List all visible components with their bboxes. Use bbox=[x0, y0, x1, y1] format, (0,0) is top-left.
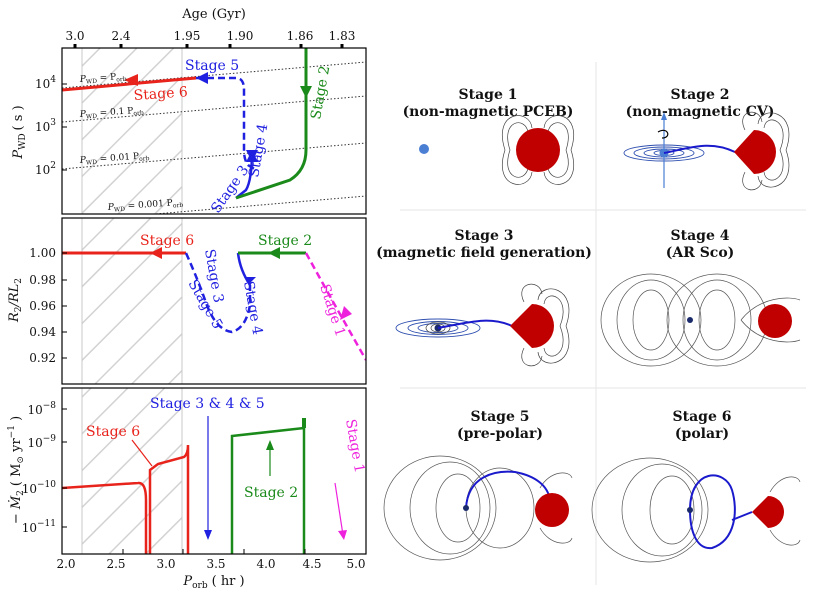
donor-star bbox=[516, 128, 560, 172]
x-tick-label: 3.5 bbox=[206, 557, 225, 571]
stage-label: Stage 6 bbox=[140, 233, 194, 249]
top-axis: Age (Gyr) 3.0 2.4 1.95 1.90 1.86 1.83 bbox=[65, 7, 355, 52]
y-tick-label: 103 bbox=[35, 118, 56, 134]
stage-subtitle: (non-magnetic PCEB) bbox=[403, 104, 574, 120]
stage-label: Stage 3 & 4 & 5 bbox=[150, 396, 265, 412]
y-tick-label: 0.98 bbox=[29, 273, 56, 287]
ref-line-label: PWD = 0.01 Porb bbox=[79, 151, 150, 167]
top-tick-label: 1.83 bbox=[329, 29, 356, 43]
white-dwarf bbox=[419, 144, 429, 154]
ref-line-label: PWD = Porb bbox=[79, 72, 128, 86]
stage-subtitle: (polar) bbox=[675, 426, 729, 442]
stage-label: Stage 5 bbox=[185, 58, 239, 74]
x-tick-label: 4.0 bbox=[256, 557, 275, 571]
stage-title: Stage 2 bbox=[671, 87, 730, 103]
donor-star bbox=[758, 304, 792, 338]
x-axis: 2.0 2.5 3.0 3.5 4.0 4.5 5.0 Porb( hr ) bbox=[56, 549, 366, 591]
stage-4-schematic: Stage 4 (AR Sco) bbox=[600, 228, 801, 367]
y-tick-label: 10−11 bbox=[22, 519, 56, 535]
y-tick-label: 1.00 bbox=[29, 246, 56, 260]
ref-line-label: PWD = 0.001 Porb bbox=[107, 198, 184, 214]
y-tick-label: 10−10 bbox=[22, 480, 57, 496]
stage-subtitle: (magnetic field generation) bbox=[376, 245, 592, 261]
top-tick-label: 1.90 bbox=[227, 29, 254, 43]
white-dwarf bbox=[463, 505, 469, 511]
stage-title: Stage 4 bbox=[671, 228, 730, 244]
top-tick-label: 1.86 bbox=[287, 29, 314, 43]
x-tick-label: 4.5 bbox=[302, 557, 321, 571]
y-tick-label: 10−9 bbox=[27, 434, 56, 450]
panel-mass-transfer: 10−8 10−9 10−10 10−11 − Ṁ2( M⊙ yr−1 ) St… bbox=[7, 387, 367, 555]
x-tick-label: 2.0 bbox=[56, 557, 75, 571]
stage-label: Stage 6 bbox=[133, 84, 188, 104]
stage-6-schematic: Stage 6 (polar) bbox=[591, 409, 801, 563]
stage-2-schematic: Stage 2 (non-magnetic CV) bbox=[623, 87, 790, 191]
top-tick-label: 3.0 bbox=[65, 29, 84, 43]
stage-label: Stage 2 bbox=[244, 485, 298, 501]
y-tick-label: 0.94 bbox=[29, 325, 56, 339]
stage-title: Stage 5 bbox=[471, 409, 530, 425]
top-tick-label: 1.95 bbox=[174, 29, 201, 43]
stage-1-schematic: Stage 1 (non-magnetic PCEB) bbox=[403, 87, 574, 185]
stage-schematics: Stage 1 (non-magnetic PCEB) Stage 2 (non… bbox=[376, 62, 806, 585]
stage-label: Stage 2 bbox=[258, 233, 312, 249]
donor-star bbox=[510, 304, 554, 348]
donor-star bbox=[734, 130, 776, 174]
x-tick-label: 5.0 bbox=[346, 557, 365, 571]
donor-star bbox=[752, 496, 784, 528]
stage-5-schematic: Stage 5 (pre-polar) bbox=[383, 409, 573, 561]
panel1-ylabel: PWD( s ) bbox=[11, 105, 28, 159]
panel3-ylabel: − Ṁ2( M⊙ yr−1 ) bbox=[7, 416, 26, 524]
stage-title: Stage 1 bbox=[459, 87, 518, 103]
y-tick-label: 102 bbox=[35, 161, 56, 177]
panel-wd-spin-period: 104 103 102 PWD( s ) PWD = Porb PWD = 0.… bbox=[11, 47, 367, 216]
y-tick-label: 104 bbox=[35, 75, 56, 91]
y-tick-label: 10−8 bbox=[27, 401, 56, 417]
y-tick-label: 0.96 bbox=[29, 299, 56, 313]
x-tick-label: 3.0 bbox=[156, 557, 175, 571]
stage-3-schematic: Stage 3 (magnetic field generation) bbox=[376, 228, 592, 367]
top-tick-label: 2.4 bbox=[111, 29, 130, 43]
x-axis-label: Porb( hr ) bbox=[182, 574, 244, 591]
stage-title: Stage 6 bbox=[673, 409, 732, 425]
stage-subtitle: (pre-polar) bbox=[457, 426, 543, 442]
stage-title: Stage 3 bbox=[455, 228, 514, 244]
stage-label: Stage 6 bbox=[86, 424, 140, 440]
ref-line-label: PWD = 0.1 Porb bbox=[79, 106, 145, 122]
panel-roche-lobe-fill: 1.00 0.98 0.96 0.94 0.92 R2/RL2 Stage 6 … bbox=[7, 217, 367, 385]
y-tick-label: 0.92 bbox=[29, 351, 56, 365]
x-tick-label: 2.5 bbox=[106, 557, 125, 571]
panel2-ylabel: R2/RL2 bbox=[7, 278, 24, 323]
top-axis-label: Age (Gyr) bbox=[181, 7, 246, 22]
white-dwarf bbox=[687, 317, 693, 323]
white-dwarf bbox=[687, 507, 693, 513]
donor-star bbox=[535, 493, 569, 527]
stage-subtitle: (AR Sco) bbox=[666, 245, 735, 261]
